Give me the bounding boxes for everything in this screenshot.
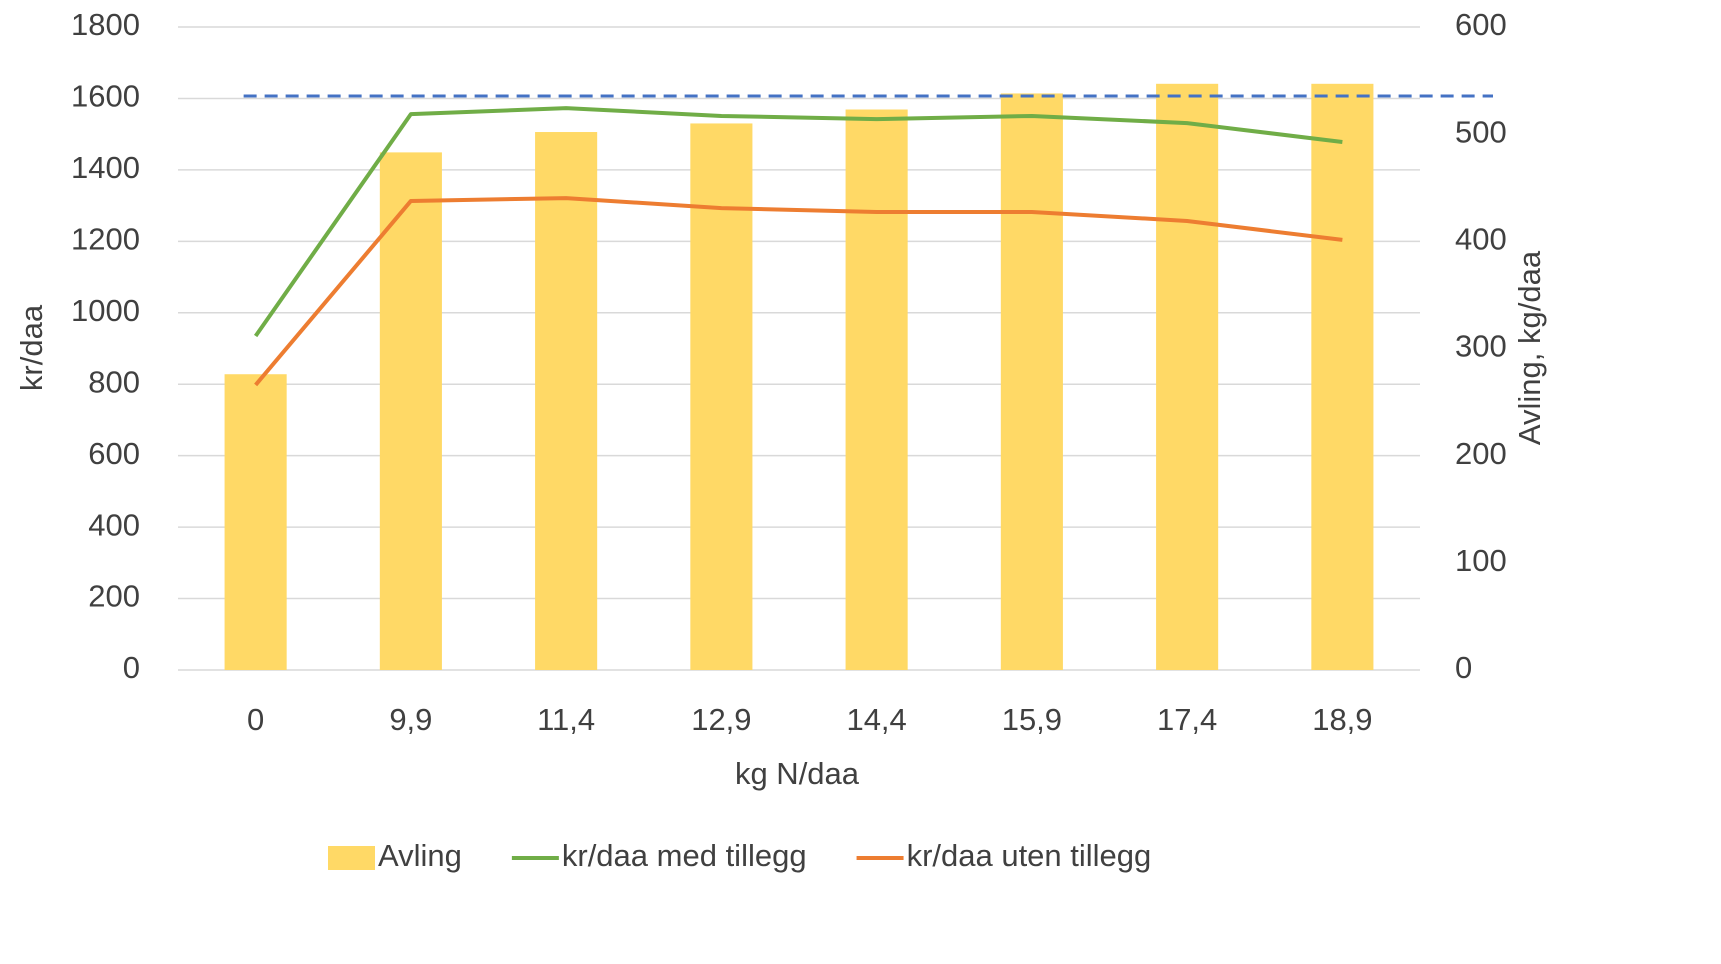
y-tick-label: 1200 xyxy=(71,222,140,257)
bar xyxy=(224,374,287,670)
bar xyxy=(1000,93,1063,670)
y-tick-label: 1600 xyxy=(71,79,140,114)
bar xyxy=(535,132,598,671)
y2-tick-label: 400 xyxy=(1455,222,1507,257)
y-tick-label: 600 xyxy=(88,436,140,471)
y2-axis-title: Avling, kg/daa xyxy=(1512,250,1547,445)
line xyxy=(253,106,1343,338)
bar xyxy=(1156,83,1219,670)
y2-tick-label: 300 xyxy=(1455,329,1507,364)
y-tick-label: 800 xyxy=(88,364,140,399)
legend-swatch xyxy=(328,846,375,870)
legend-label: kr/daa med tillegg xyxy=(562,838,807,873)
bar xyxy=(1311,83,1374,670)
x-tick-label: 18,9 xyxy=(1312,702,1372,737)
y-axis-title: kr/daa xyxy=(14,304,49,391)
legend-label: kr/daa uten tillegg xyxy=(907,838,1152,873)
x-tick-label: 17,4 xyxy=(1157,702,1217,737)
bar xyxy=(379,152,442,670)
y-tick-label: 1000 xyxy=(71,293,140,328)
legend-label: Avling xyxy=(378,838,462,873)
x-axis-title: kg N/daa xyxy=(735,756,860,791)
x-tick-label: 14,4 xyxy=(846,702,906,737)
y2-tick-label: 200 xyxy=(1455,436,1507,471)
bar xyxy=(845,109,908,671)
y2-tick-label: 0 xyxy=(1455,650,1472,685)
y2-tick-label: 500 xyxy=(1455,114,1507,149)
x-tick-label: 0 xyxy=(247,702,264,737)
x-tick-label: 9,9 xyxy=(389,702,432,737)
y2-tick-label: 600 xyxy=(1455,7,1507,42)
y-tick-label: 400 xyxy=(88,507,140,542)
y-tick-label: 200 xyxy=(88,579,140,614)
y2-tick-label: 100 xyxy=(1455,543,1507,578)
x-tick-label: 12,9 xyxy=(691,702,751,737)
x-tick-label: 11,4 xyxy=(537,702,595,737)
y-tick-label: 0 xyxy=(123,650,140,685)
x-tick-label: 15,9 xyxy=(1002,702,1062,737)
y-tick-label: 1800 xyxy=(71,7,140,42)
y-tick-label: 1400 xyxy=(71,150,140,185)
bar xyxy=(690,123,753,670)
line xyxy=(254,196,1343,387)
